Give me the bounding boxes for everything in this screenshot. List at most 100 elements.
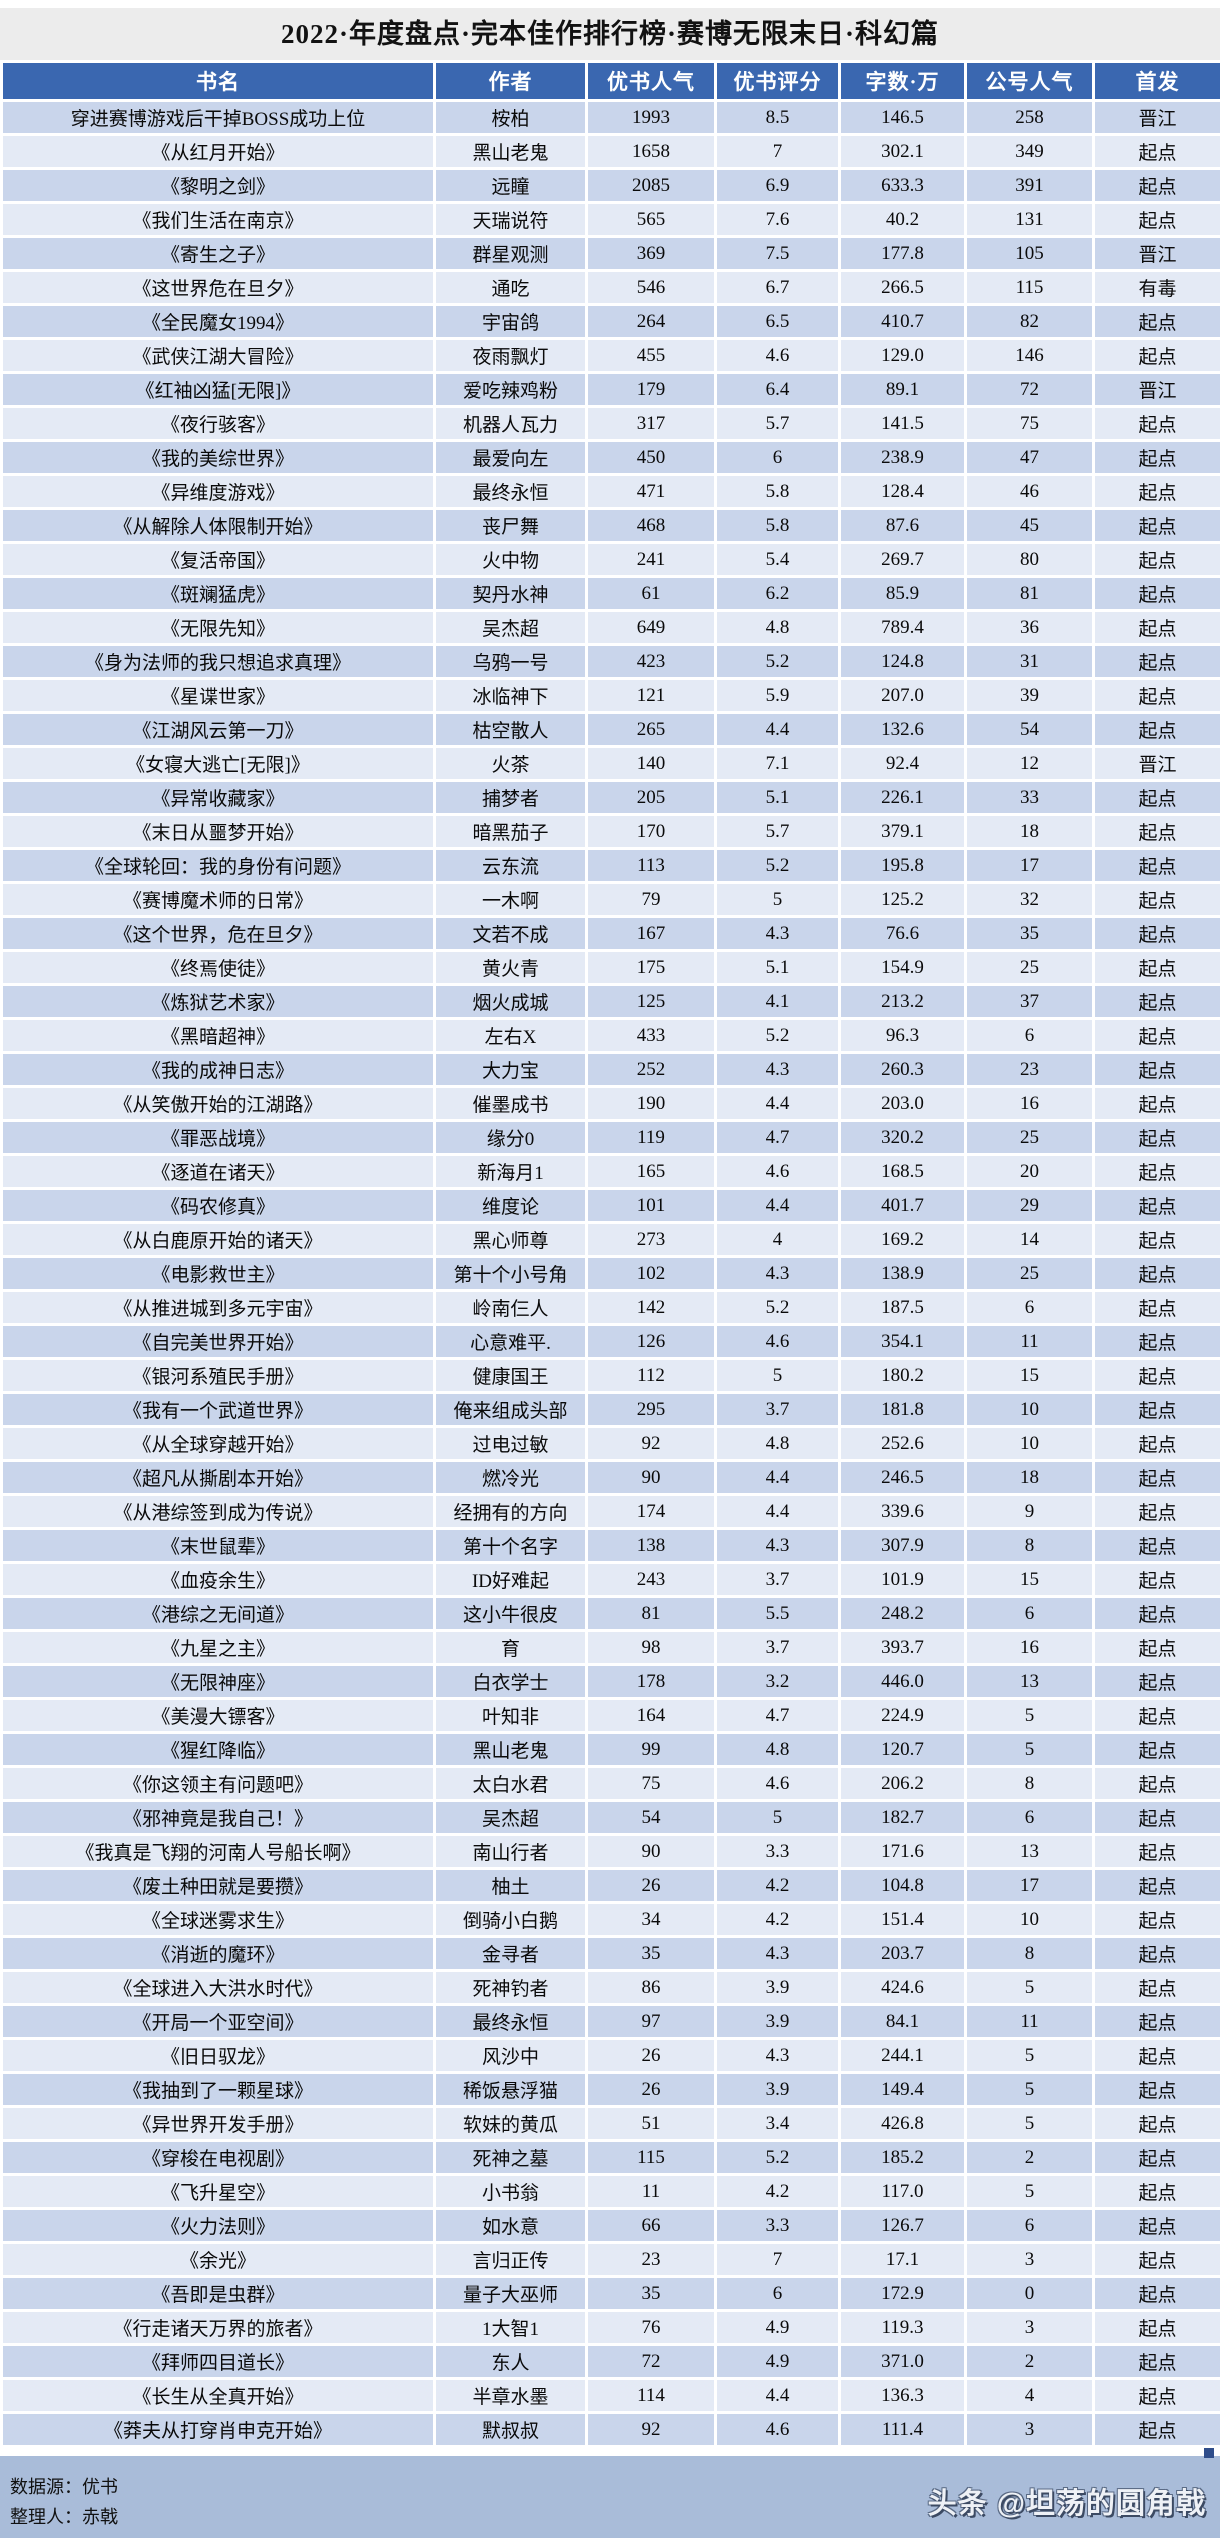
- youshu-rating-cell: 3.7: [717, 1564, 838, 1595]
- youshu-popularity-cell: 167: [588, 918, 714, 949]
- table-row: 《我的成神日志》 大力宝 252 4.3 260.3 23 起点: [3, 1054, 1220, 1085]
- first-publish-cell: 起点: [1095, 306, 1220, 337]
- gzh-popularity-cell: 3: [967, 2414, 1092, 2445]
- book-title-cell: 《超凡从撕剧本开始》: [3, 1462, 433, 1493]
- gzh-popularity-cell: 35: [967, 918, 1092, 949]
- corner-artifact: [1204, 2448, 1214, 2458]
- youshu-rating-cell: 4.3: [717, 2040, 838, 2071]
- youshu-rating-cell: 4.4: [717, 1462, 838, 1493]
- youshu-rating-cell: 4.7: [717, 1700, 838, 1731]
- author-cell: 稀饭悬浮猫: [436, 2074, 585, 2105]
- author-cell: 冰临神下: [436, 680, 585, 711]
- youshu-rating-cell: 5: [717, 1360, 838, 1391]
- book-title-cell: 《异世界开发手册》: [3, 2108, 433, 2139]
- word-count-cell: 185.2: [841, 2142, 964, 2173]
- word-count-cell: 136.3: [841, 2380, 964, 2411]
- book-title-cell: 《逐道在诸天》: [3, 1156, 433, 1187]
- first-publish-cell: 起点: [1095, 340, 1220, 371]
- youshu-popularity-cell: 125: [588, 986, 714, 1017]
- first-publish-cell: 起点: [1095, 578, 1220, 609]
- table-row: 《复活帝国》 火中物 241 5.4 269.7 80 起点: [3, 544, 1220, 575]
- youshu-rating-cell: 3.7: [717, 1632, 838, 1663]
- table-row: 《身为法师的我只想追求真理》 乌鸦一号 423 5.2 124.8 31 起点: [3, 646, 1220, 677]
- youshu-popularity-cell: 90: [588, 1462, 714, 1493]
- youshu-rating-cell: 5.2: [717, 1020, 838, 1051]
- author-cell: 大力宝: [436, 1054, 585, 1085]
- youshu-rating-cell: 3.7: [717, 1394, 838, 1425]
- author-cell: 吴杰超: [436, 1802, 585, 1833]
- gzh-popularity-cell: 72: [967, 374, 1092, 405]
- table-row: 《从全球穿越开始》 过电过敏 92 4.8 252.6 10 起点: [3, 1428, 1220, 1459]
- word-count-cell: 379.1: [841, 816, 964, 847]
- author-cell: 枯空散人: [436, 714, 585, 745]
- youshu-popularity-cell: 170: [588, 816, 714, 847]
- author-cell: 一木啊: [436, 884, 585, 915]
- author-cell: 倒骑小白鹅: [436, 1904, 585, 1935]
- book-title-cell: 《我有一个武道世界》: [3, 1394, 433, 1425]
- gzh-popularity-cell: 36: [967, 612, 1092, 643]
- youshu-rating-cell: 4.7: [717, 1122, 838, 1153]
- author-cell: 催墨成书: [436, 1088, 585, 1119]
- youshu-rating-cell: 5.5: [717, 1598, 838, 1629]
- word-count-cell: 248.2: [841, 1598, 964, 1629]
- table-row: 《你这领主有问题吧》 太白水君 75 4.6 206.2 8 起点: [3, 1768, 1220, 1799]
- youshu-popularity-cell: 433: [588, 1020, 714, 1051]
- first-publish-cell: 起点: [1095, 1564, 1220, 1595]
- book-title-cell: 《全球迷雾求生》: [3, 1904, 433, 1935]
- word-count-cell: 119.3: [841, 2312, 964, 2343]
- youshu-rating-cell: 4.4: [717, 2380, 838, 2411]
- youshu-rating-cell: 5.7: [717, 408, 838, 439]
- youshu-rating-cell: 3.9: [717, 2074, 838, 2105]
- book-title-cell: 《从红月开始》: [3, 136, 433, 167]
- book-title-cell: 《莽夫从打穿肖申克开始》: [3, 2414, 433, 2445]
- gzh-popularity-cell: 17: [967, 1870, 1092, 1901]
- youshu-popularity-cell: 450: [588, 442, 714, 473]
- youshu-popularity-cell: 119: [588, 1122, 714, 1153]
- first-publish-cell: 起点: [1095, 2244, 1220, 2275]
- author-cell: 桉柏: [436, 102, 585, 133]
- gzh-popularity-cell: 31: [967, 646, 1092, 677]
- word-count-cell: 401.7: [841, 1190, 964, 1221]
- table-row: 《拜师四目道长》 东人 72 4.9 371.0 2 起点: [3, 2346, 1220, 2377]
- book-title-cell: 《无限神座》: [3, 1666, 433, 1697]
- youshu-popularity-cell: 26: [588, 2074, 714, 2105]
- first-publish-cell: 起点: [1095, 1326, 1220, 1357]
- youshu-popularity-cell: 546: [588, 272, 714, 303]
- table-row: 《这世界危在旦夕》 通吃 546 6.7 266.5 115 有毒: [3, 272, 1220, 303]
- youshu-popularity-cell: 114: [588, 2380, 714, 2411]
- gzh-popularity-cell: 105: [967, 238, 1092, 269]
- book-title-cell: 《废土种田就是要攒》: [3, 1870, 433, 1901]
- word-count-cell: 89.1: [841, 374, 964, 405]
- youshu-popularity-cell: 90: [588, 1836, 714, 1867]
- column-header: 作者: [436, 63, 585, 99]
- word-count-cell: 213.2: [841, 986, 964, 1017]
- word-count-cell: 177.8: [841, 238, 964, 269]
- table-row: 《女寝大逃亡[无限]》 火茶 140 7.1 92.4 12 晋江: [3, 748, 1220, 779]
- word-count-cell: 207.0: [841, 680, 964, 711]
- author-cell: 柚土: [436, 1870, 585, 1901]
- word-count-cell: 85.9: [841, 578, 964, 609]
- first-publish-cell: 起点: [1095, 442, 1220, 473]
- first-publish-cell: 起点: [1095, 1836, 1220, 1867]
- youshu-rating-cell: 7.1: [717, 748, 838, 779]
- word-count-cell: 180.2: [841, 1360, 964, 1391]
- first-publish-cell: 起点: [1095, 646, 1220, 677]
- youshu-popularity-cell: 97: [588, 2006, 714, 2037]
- first-publish-cell: 起点: [1095, 1428, 1220, 1459]
- first-publish-cell: 晋江: [1095, 238, 1220, 269]
- gzh-popularity-cell: 3: [967, 2244, 1092, 2275]
- book-title-cell: 《无限先知》: [3, 612, 433, 643]
- table-row: 《无限先知》 吴杰超 649 4.8 789.4 36 起点: [3, 612, 1220, 643]
- book-title-cell: 《从推进城到多元宇宙》: [3, 1292, 433, 1323]
- book-title-cell: 《开局一个亚空间》: [3, 2006, 433, 2037]
- first-publish-cell: 起点: [1095, 1190, 1220, 1221]
- table-row: 《从红月开始》 黑山老鬼 1658 7 302.1 349 起点: [3, 136, 1220, 167]
- word-count-cell: 126.7: [841, 2210, 964, 2241]
- gzh-popularity-cell: 13: [967, 1666, 1092, 1697]
- youshu-popularity-cell: 112: [588, 1360, 714, 1391]
- data-source-label: 数据源：优书: [10, 2477, 118, 2497]
- first-publish-cell: 起点: [1095, 1734, 1220, 1765]
- youshu-popularity-cell: 92: [588, 2414, 714, 2445]
- first-publish-cell: 起点: [1095, 1938, 1220, 1969]
- word-count-cell: 238.9: [841, 442, 964, 473]
